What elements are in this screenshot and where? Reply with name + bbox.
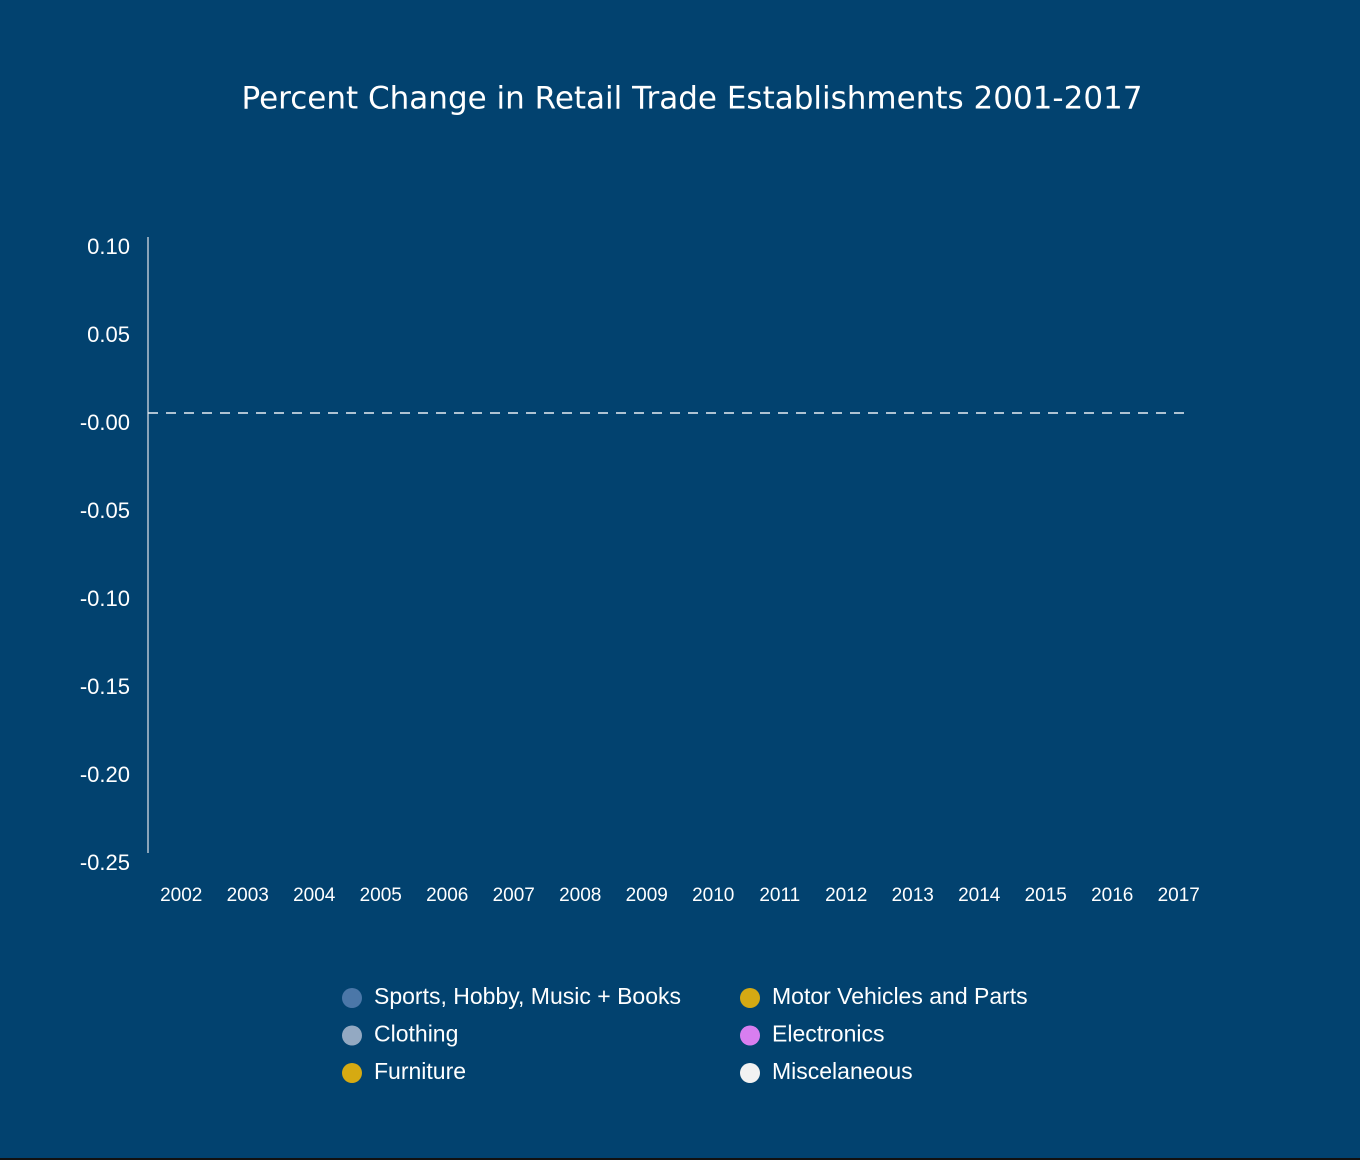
- legend-swatch: [740, 988, 760, 1008]
- legend-swatch: [342, 1063, 362, 1083]
- legend-swatch: [342, 988, 362, 1008]
- x-tick-label: 2012: [825, 885, 867, 906]
- x-tick-label: 2006: [426, 885, 468, 906]
- legend-label: Motor Vehicles and Parts: [772, 983, 1028, 1009]
- x-tick-label: 2009: [626, 885, 668, 906]
- x-tick-label: 2016: [1091, 885, 1133, 906]
- x-tick-label: 2008: [559, 885, 601, 906]
- x-tick-label: 2007: [493, 885, 535, 906]
- x-tick-label: 2003: [227, 885, 269, 906]
- chart-title: Percent Change in Retail Trade Establish…: [242, 81, 1143, 117]
- x-tick-label: 2015: [1025, 885, 1067, 906]
- x-tick-label: 2005: [360, 885, 402, 906]
- x-tick-label: 2014: [958, 885, 1001, 906]
- legend-swatch: [342, 1025, 362, 1046]
- y-tick-label: -0.10: [80, 586, 130, 611]
- y-tick-label: 0.10: [87, 234, 130, 259]
- y-tick-label: 0.05: [87, 322, 130, 347]
- y-tick-label: -0.00: [80, 410, 130, 435]
- y-tick-label: -0.05: [80, 498, 130, 523]
- x-tick-label: 2010: [692, 885, 734, 906]
- y-tick-label: -0.20: [80, 762, 130, 787]
- x-tick-label: 2017: [1158, 885, 1200, 906]
- legend-swatch: [740, 1025, 760, 1046]
- x-tick-label: 2011: [759, 885, 800, 906]
- legend-swatch: [740, 1063, 760, 1083]
- legend-label: Electronics: [772, 1021, 884, 1047]
- legend-label: Sports, Hobby, Music + Books: [374, 983, 681, 1009]
- x-tick-label: 2004: [293, 885, 336, 906]
- legend-label: Miscelaneous: [772, 1058, 913, 1084]
- x-tick-label: 2002: [160, 885, 202, 906]
- x-tick-label: 2013: [892, 885, 934, 906]
- y-tick-label: -0.25: [80, 850, 130, 875]
- legend-label: Furniture: [374, 1058, 466, 1084]
- y-tick-label: -0.15: [80, 674, 130, 699]
- legend-label: Clothing: [374, 1021, 458, 1047]
